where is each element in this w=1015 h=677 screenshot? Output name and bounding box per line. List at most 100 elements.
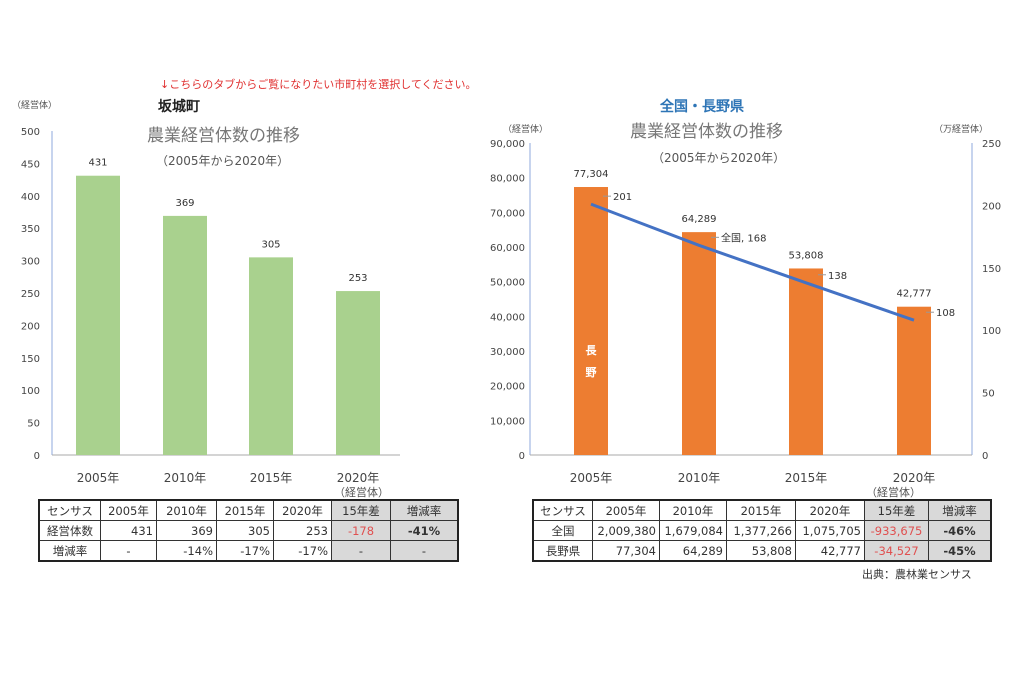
- table-row: 増減率 - -14% -17% -17% - -: [38, 540, 459, 562]
- right-chart-title: 農業経営体数の推移: [630, 122, 783, 142]
- left-y-tick: 450: [21, 159, 40, 170]
- table-cell: 64,289: [659, 540, 727, 562]
- zenkoku-line: [590, 202, 915, 322]
- source-note: 出典：農林業センサス: [862, 568, 972, 581]
- table-cell: -17%: [216, 540, 274, 562]
- table-header-row: センサス 2005年 2010年 2015年 2020年 15年差 増減率: [38, 499, 459, 521]
- left-y-tick: 500: [21, 127, 40, 138]
- table-cell: 長野県: [532, 540, 593, 562]
- table-cell: 15年差: [864, 499, 929, 521]
- left-summary-table: センサス 2005年 2010年 2015年 2020年 15年差 増減率 経営体数 431 36…: [38, 499, 459, 562]
- left-y-tick: 350: [21, 224, 40, 235]
- table-cell: 2,009,380: [592, 520, 660, 541]
- zenkoku-point-label: 138: [828, 271, 847, 282]
- left-bar: [249, 257, 293, 455]
- table-cell: センサス: [532, 499, 593, 521]
- table-row: 長野県 77,304 64,289 53,808 42,777 -34,527 -45%: [532, 540, 992, 562]
- table-cell: -: [390, 540, 459, 562]
- table-cell: 53,808: [726, 540, 796, 562]
- table-cell: 1,679,084: [659, 520, 727, 541]
- zenkoku-point-label: 108: [936, 308, 955, 319]
- bar-series-label: 野: [586, 366, 597, 379]
- table-cell: 305: [216, 520, 274, 541]
- left-x-tick: 2005年: [77, 471, 120, 485]
- table-cell: -178: [331, 520, 391, 541]
- table-cell: -17%: [273, 540, 332, 562]
- nagano-bar-label: 64,289: [682, 214, 717, 225]
- right-y-tick: 30,000: [490, 347, 525, 358]
- table-cell: 1,075,705: [795, 520, 865, 541]
- nagano-bar-label: 42,777: [897, 289, 932, 300]
- table-cell: 2020年: [795, 499, 865, 521]
- left-bar-label: 369: [175, 198, 194, 209]
- left-y-tick: 250: [21, 289, 40, 300]
- table-cell: 増減率: [390, 499, 459, 521]
- right-chart-subtitle: （2005年から2020年）: [652, 151, 786, 165]
- bar-series-label: 長: [586, 344, 598, 357]
- left-y-tick: 200: [21, 321, 40, 332]
- left-bar-label: 253: [348, 273, 367, 284]
- left-y-tick: 0: [34, 451, 40, 462]
- table-row: 全国 2,009,380 1,679,084 1,377,266 1,075,705 -9…: [532, 520, 992, 541]
- right-y2-tick: 50: [982, 389, 995, 400]
- table-cell: 15年差: [331, 499, 391, 521]
- right-y-tick: 90,000: [490, 139, 525, 150]
- table-cell: -41%: [390, 520, 459, 541]
- right-y-tick: 0: [519, 451, 525, 462]
- table-cell: 増減率: [928, 499, 992, 521]
- left-table-unit: （経営体）: [334, 486, 389, 499]
- table-cell: 431: [100, 520, 157, 541]
- right-y-tick: 20,000: [490, 382, 525, 393]
- right-x-tick: 2020年: [893, 471, 936, 485]
- left-x-tick: 2020年: [337, 471, 380, 485]
- right-y2-tick: 100: [982, 326, 1001, 337]
- left-y-tick: 50: [27, 419, 40, 430]
- table-cell: 増減率: [38, 540, 101, 562]
- table-cell: -45%: [928, 540, 992, 562]
- nagano-bar: [789, 268, 823, 455]
- table-cell: 2005年: [592, 499, 660, 521]
- table-header-row: センサス 2005年 2010年 2015年 2020年 15年差 増減率: [532, 499, 992, 521]
- right-heading: 全国・長野県: [660, 99, 744, 115]
- table-cell: 2020年: [273, 499, 332, 521]
- right-y-tick: 10,000: [490, 416, 525, 427]
- left-bar: [163, 215, 207, 455]
- table-cell: 42,777: [795, 540, 865, 562]
- table-cell: 77,304: [592, 540, 660, 562]
- left-bar: [76, 175, 120, 455]
- table-cell: 経営体数: [38, 520, 101, 541]
- right-y-tick: 70,000: [490, 208, 525, 219]
- left-x-tick: 2015年: [250, 471, 293, 485]
- table-cell: -: [331, 540, 391, 562]
- right-y-tick: 80,000: [490, 174, 525, 185]
- left-bar-label: 305: [261, 239, 280, 250]
- nagano-bar-label: 77,304: [574, 169, 609, 180]
- table-cell: 2015年: [216, 499, 274, 521]
- right-y-tick: 40,000: [490, 312, 525, 323]
- left-y-tick: 100: [21, 386, 40, 397]
- table-cell: -14%: [156, 540, 217, 562]
- nagano-bar: [682, 232, 716, 455]
- table-cell: 2005年: [100, 499, 157, 521]
- table-cell: 2010年: [659, 499, 727, 521]
- right-y2-tick: 150: [982, 264, 1001, 275]
- right-x-tick: 2015年: [785, 471, 828, 485]
- table-cell: -46%: [928, 520, 992, 541]
- right-y-tick: 60,000: [490, 243, 525, 254]
- left-bar: [336, 291, 380, 455]
- nagano-bar-label: 53,808: [789, 250, 824, 261]
- right-y2-tick: 0: [982, 451, 988, 462]
- nagano-bar: [897, 306, 931, 455]
- table-row: 経営体数 431 369 305 253 -178 -41%: [38, 520, 459, 541]
- table-cell: -933,675: [864, 520, 929, 541]
- table-cell: 253: [273, 520, 332, 541]
- table-cell: 2015年: [726, 499, 796, 521]
- zenkoku-point-label: 201: [613, 192, 632, 203]
- left-x-tick: 2010年: [164, 471, 207, 485]
- left-bar-label: 431: [88, 158, 107, 169]
- zenkoku-point-label: 全国, 168: [721, 231, 766, 244]
- table-cell: 全国: [532, 520, 593, 541]
- right-summary-table: センサス 2005年 2010年 2015年 2020年 15年差 増減率 全国 2,009,3…: [532, 499, 992, 562]
